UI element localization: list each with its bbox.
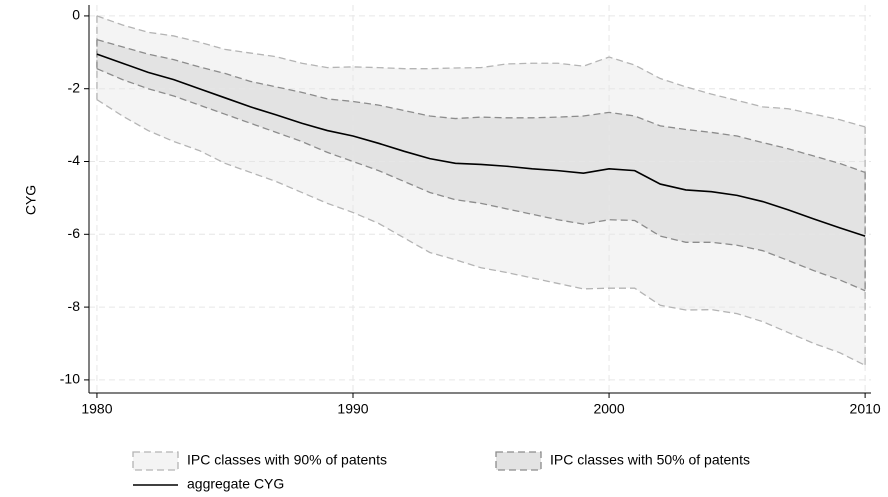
band-edge xyxy=(96,38,866,174)
legend-label: aggregate CYG xyxy=(187,476,284,492)
y-tick-label: -8 xyxy=(68,298,81,314)
band-edge xyxy=(96,15,866,128)
x-tick-label: 1980 xyxy=(81,401,112,417)
y-tick-label: -4 xyxy=(68,152,81,168)
line xyxy=(96,53,866,237)
x-tick-label: 1990 xyxy=(337,401,368,417)
band-edge xyxy=(96,99,866,366)
legend-label: IPC classes with 90% of patents xyxy=(187,452,387,468)
x-tick-label: 2000 xyxy=(593,401,624,417)
x-tick-label: 2010 xyxy=(850,401,881,417)
band-edge xyxy=(96,68,866,292)
y-axis-label: CYG xyxy=(23,185,39,215)
legend-swatch xyxy=(495,451,542,471)
y-tick-label: -10 xyxy=(60,371,80,387)
legend-label: IPC classes with 50% of patents xyxy=(550,452,750,468)
y-tick-label: -6 xyxy=(68,225,81,241)
y-tick-label: 0 xyxy=(72,7,80,23)
y-tick-label: -2 xyxy=(68,79,81,95)
legend-swatch xyxy=(132,451,179,471)
